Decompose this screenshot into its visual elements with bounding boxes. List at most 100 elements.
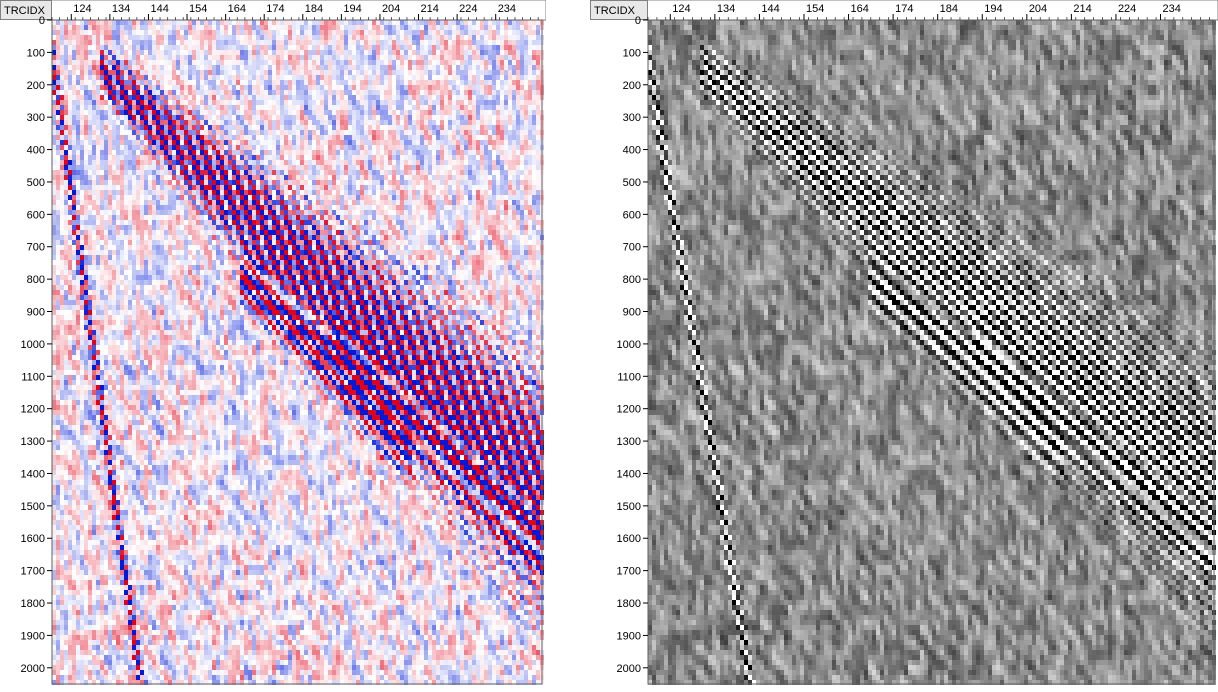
heatmap-cell [188,455,192,460]
heatmap-cell [88,60,92,65]
heatmap-cell [172,600,176,605]
heatmap-cell [172,65,176,70]
heatmap-cell [176,555,180,560]
heatmap-cell [104,600,108,605]
heatmap-cell [120,540,124,545]
heatmap-cell [100,110,104,115]
heatmap-cell [96,65,100,70]
heatmap-cell [60,330,64,335]
heatmap-cell [164,460,168,465]
heatmap-cell [180,605,184,610]
heatmap-cell [72,605,76,610]
heatmap-cell [84,530,88,535]
heatmap-cell [52,310,56,315]
heatmap-cell [108,480,112,485]
heatmap-cell [92,300,96,305]
heatmap-cell [144,360,148,365]
heatmap-cell [92,655,96,660]
heatmap-cell [164,275,168,280]
heatmap-cell [188,55,192,60]
heatmap-cell [148,185,152,190]
heatmap-cell [52,305,56,310]
heatmap-cell [104,115,108,120]
heatmap-cell [192,500,196,505]
heatmap-cell [188,330,192,335]
heatmap-cell [64,170,68,175]
heatmap-cell [56,155,60,160]
heatmap-cell [128,65,132,70]
heatmap-cell [172,635,176,640]
heatmap-cell [192,640,196,645]
heatmap-cell [56,325,60,330]
heatmap-cell [88,140,92,145]
heatmap-cell [52,370,56,375]
heatmap-cell [108,50,112,55]
heatmap-cell [92,105,96,110]
heatmap-cell [132,445,136,450]
heatmap-cell [104,55,108,60]
heatmap-cell [140,390,144,395]
heatmap-cell [84,360,88,365]
heatmap-cell [108,570,112,575]
heatmap-cell [164,45,168,50]
heatmap-cell [148,470,152,475]
heatmap-cell [64,620,68,625]
heatmap-cell [120,315,124,320]
heatmap-cell [128,665,132,670]
heatmap-cell [64,60,68,65]
heatmap-cell [200,205,204,210]
heatmap-cell [100,115,104,120]
heatmap-cell [80,655,84,660]
heatmap-cell [156,630,160,635]
heatmap-cell [52,380,56,385]
heatmap-cell [124,335,128,340]
heatmap-cell [152,30,156,35]
heatmap-cell [116,235,120,240]
heatmap-cell [180,35,184,40]
heatmap-cell [180,315,184,320]
heatmap-cell [88,185,92,190]
heatmap-cell [132,270,136,275]
heatmap-cell [88,615,92,620]
heatmap-cell [120,595,124,600]
heatmap-cell [200,100,204,105]
heatmap-cell [132,335,136,340]
heatmap-cell [124,60,128,65]
heatmap-cell [172,210,176,215]
heatmap-cell [188,600,192,605]
heatmap-cell [196,670,200,675]
heatmap-cell [160,480,164,485]
heatmap-cell [196,80,200,85]
heatmap-cell [192,35,196,40]
heatmap-cell [164,25,168,30]
heatmap-cell [80,500,84,505]
heatmap-cell [80,205,84,210]
heatmap-cell [120,425,124,430]
heatmap-cell [92,420,96,425]
heatmap-cell [156,470,160,475]
heatmap-cell [172,110,176,115]
heatmap-cell [168,475,172,480]
heatmap-cell [196,335,200,340]
heatmap-cell [112,555,116,560]
heatmap-cell [140,415,144,420]
heatmap-cell [164,340,168,345]
heatmap-cell [124,405,128,410]
heatmap-cell [92,360,96,365]
heatmap-cell [116,420,120,425]
heatmap-cell [112,285,116,290]
heatmap-cell [148,555,152,560]
heatmap-cell [152,85,156,90]
heatmap-cell [76,165,80,170]
heatmap-cell [172,405,176,410]
heatmap-cell [108,365,112,370]
heatmap-cell [80,285,84,290]
heatmap-cell [76,595,80,600]
heatmap-cell [52,530,56,535]
heatmap-cell [104,545,108,550]
heatmap-cell [88,220,92,225]
heatmap-cell [152,385,156,390]
heatmap-cell [176,265,180,270]
heatmap-cell [64,435,68,440]
heatmap-cell [164,315,168,320]
